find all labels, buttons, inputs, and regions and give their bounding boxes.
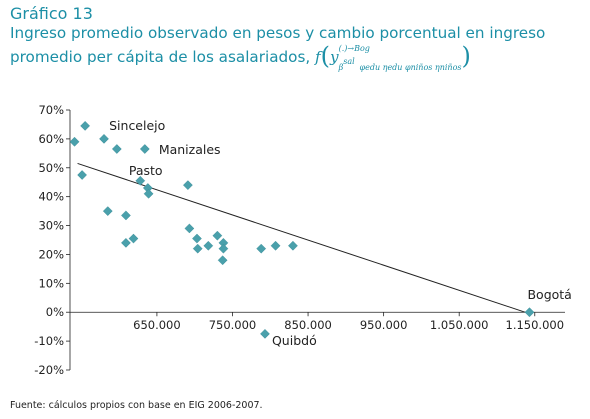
data-point [192,243,203,254]
point-label: Pasto [129,163,163,178]
x-tick-label: 950.000 [360,318,408,332]
x-tick-label: 1.050.000 [430,318,489,332]
x-tick-label: 650.000 [133,318,181,332]
title-line-1: Ingreso promedio observado en pesos y ca… [10,24,546,42]
data-point [192,233,202,244]
axes: -20% -10% 0% 10% 20% 30% 40% 50% 60% 70% 650.000 75… [34,103,565,377]
x-tick-label: 750.000 [209,318,257,332]
formula-sub-terms: φedu ηedu φniños ηniños [359,63,462,73]
formula-y: y [330,48,339,67]
trendline-group [77,162,530,315]
y-tick-label: 40% [38,190,64,204]
formula: f(y(.)→Bog βsal φedu ηedu φniños ηniños) [315,44,471,72]
y-tick-label: -10% [34,334,64,348]
data-point [121,238,131,248]
chart-title: Ingreso promedio observado en pesos y ca… [10,23,585,72]
data-point [524,307,535,318]
formula-sup-top: (.)→Bog [338,44,370,53]
y-tick-label: 30% [38,219,64,233]
point-label: Quibdó [272,333,317,348]
figure-label: Gráfico 13 [10,4,93,23]
data-point [203,240,214,251]
data-point [121,210,131,221]
x-tick-label: 850.000 [284,318,332,332]
data-point [288,240,298,251]
data-point [102,206,113,216]
formula-sup-bottom: β [338,63,344,73]
data-point [184,223,195,234]
y-tick-label: 20% [38,247,64,261]
source-note: Fuente: cálculos propios con base en EIG… [10,400,263,411]
title-line-2: promedio per cápita de los asalariados, [10,48,311,67]
chart-heading: Gráfico 13 Ingreso promedio observado en… [10,4,585,72]
data-point [139,144,150,154]
points-group [69,121,535,339]
data-point [260,329,270,339]
x-tick-label: 1.150.000 [506,318,565,332]
data-point [212,230,223,241]
chart-svg: -20% -10% 0% 10% 20% 30% 40% 50% 60% 70% 650.000 75… [34,103,572,377]
data-point [270,240,281,251]
data-point [69,136,80,147]
point-label: Manizales [159,142,221,157]
trendline [77,162,530,315]
y-tick-label: 60% [38,132,64,146]
data-point [128,233,139,244]
formula-close-paren: ) [461,42,471,71]
formula-f: f [315,48,321,67]
y-tick-label: 70% [38,103,64,117]
data-point [183,180,193,190]
data-point [99,134,109,144]
data-point [217,255,228,266]
data-point [80,121,90,131]
data-point [77,170,87,180]
point-label: Sincelejo [109,118,165,133]
y-tick-label: -20% [34,363,64,377]
point-labels-group: Sincelejo Pasto Manizales Quibdó Bogotá [109,118,572,348]
data-point [111,144,122,154]
data-point [143,188,154,199]
y-tick-label: 0% [46,305,64,319]
point-label: Bogotá [527,287,571,302]
formula-scripts: (.)→Bog βsal φedu ηedu φniños ηniños [339,44,462,72]
formula-open-paren: ( [320,42,331,71]
data-point [135,175,146,186]
y-tick-label: 50% [38,161,64,175]
data-point [256,243,267,254]
data-point [218,243,229,254]
scatter-chart: -20% -10% 0% 10% 20% 30% 40% 50% 60% 70% 650.000 75… [0,95,590,390]
y-tick-label: 10% [38,276,64,290]
formula-sup-bottom-sup: sal [343,57,355,67]
